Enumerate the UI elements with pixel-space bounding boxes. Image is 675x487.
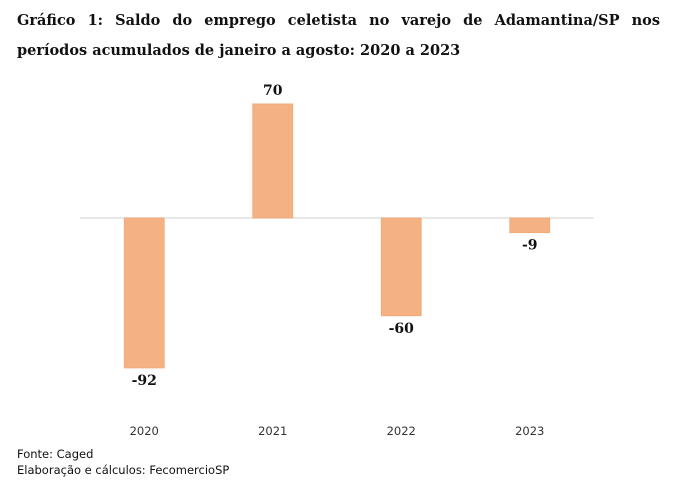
data-label-2022: -60 [389, 321, 415, 337]
bar-2020 [123, 217, 165, 369]
bars-group [123, 103, 551, 369]
x-tick-label-2020: 2020 [130, 424, 159, 438]
data-labels-group: -92 70 -60 -9 [132, 83, 538, 389]
chart-footer: Fonte: Caged Elaboração e cálculos: Feco… [17, 446, 229, 478]
chart-title: Gráfico 1: Saldo do emprego celetista no… [17, 12, 660, 59]
data-label-2023: -9 [522, 238, 538, 254]
x-tick-label-2023: 2023 [515, 424, 544, 438]
bar-2023 [509, 217, 551, 234]
credits-note: Elaboração e cálculos: FecomercioSP [17, 463, 230, 477]
x-tick-label-2021: 2021 [258, 424, 287, 438]
bar-2021 [252, 103, 294, 219]
data-label-2021: 70 [263, 83, 283, 99]
data-label-2020: -92 [132, 373, 157, 389]
source-note: Fonte: Caged [17, 447, 94, 461]
bar-2022 [380, 217, 422, 317]
x-tick-label-2022: 2022 [387, 424, 416, 438]
x-tick-labels-group: 2020 2021 2022 2023 [130, 424, 545, 438]
